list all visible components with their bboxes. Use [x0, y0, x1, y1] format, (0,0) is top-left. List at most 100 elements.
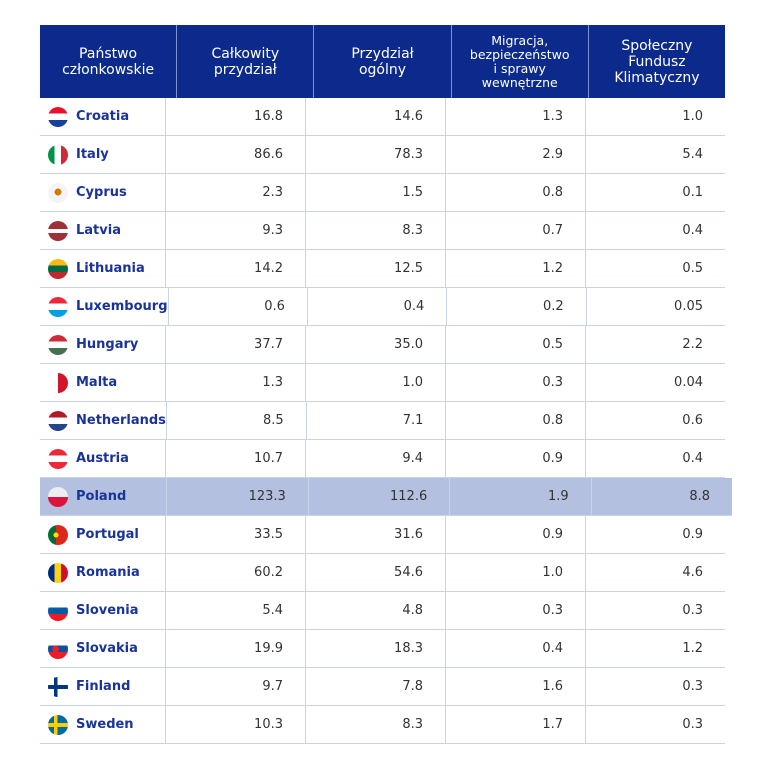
- value-cell: 86.6: [166, 136, 306, 173]
- value-cell: 1.0: [306, 364, 446, 401]
- table-row: Poland 123.3 112.6 1.9 8.8: [40, 478, 732, 516]
- value-cell: 8.3: [306, 706, 446, 743]
- value-cell: 1.0: [682, 109, 703, 124]
- value-cell: 5.4: [166, 592, 306, 629]
- portugal-flag-icon: [48, 524, 68, 545]
- table-row: Romania 60.2 54.6 1.0 4.6: [40, 554, 725, 592]
- value-cell: 1.2: [682, 641, 703, 656]
- country-name: Poland: [76, 489, 127, 504]
- value-cell: 8.8: [689, 489, 711, 504]
- value-cell: 9.4: [306, 440, 446, 477]
- country-cell: Austria: [40, 440, 166, 477]
- value-cell: 12.5: [306, 250, 446, 287]
- country-name: Italy: [76, 147, 109, 162]
- country-name: Lithuania: [76, 261, 145, 276]
- table-row: Portugal 33.5 31.6 0.9 0.9: [40, 516, 725, 554]
- finland-flag-icon: [48, 676, 68, 697]
- value-cell: 1.9: [450, 478, 592, 515]
- country-name: Austria: [76, 451, 129, 466]
- value-cell: 0.05: [674, 299, 703, 314]
- table-row: Lithuania 14.2 12.5 1.2 0.5: [40, 250, 725, 288]
- country-name: Romania: [76, 565, 140, 580]
- value-cell: 14.2: [166, 250, 306, 287]
- country-cell: Croatia: [40, 98, 166, 135]
- value-cell: 0.04: [674, 375, 703, 390]
- value-cell: 0.3: [682, 679, 703, 694]
- value-cell: 0.3: [682, 717, 703, 732]
- country-name: Cyprus: [76, 185, 127, 200]
- table-row: Sweden 10.3 8.3 1.7 0.3: [40, 706, 725, 744]
- value-cell: 8.5: [167, 402, 307, 439]
- country-cell: Poland: [40, 478, 168, 515]
- country-cell: Romania: [40, 554, 166, 591]
- value-cell: 0.4: [682, 223, 703, 238]
- value-cell: 1.0: [446, 554, 586, 591]
- italy-flag-icon: [48, 144, 68, 165]
- table-row: Netherlands 8.5 7.1 0.8 0.6: [40, 402, 725, 440]
- value-cell: 8.3: [306, 212, 446, 249]
- country-name: Latvia: [76, 223, 121, 238]
- value-cell: 0.3: [682, 603, 703, 618]
- luxembourg-flag-icon: [48, 296, 68, 317]
- country-name: Slovakia: [76, 641, 138, 656]
- table-row: Hungary 37.7 35.0 0.5 2.2: [40, 326, 725, 364]
- country-cell: Slovenia: [40, 592, 166, 629]
- allocation-table: Państwo członkowskie Całkowity przydział…: [40, 25, 732, 744]
- value-cell: 2.3: [166, 174, 306, 211]
- country-cell: Cyprus: [40, 174, 166, 211]
- value-cell: 4.6: [682, 565, 703, 580]
- table-row: Luxembourg 0.6 0.4 0.2 0.05: [40, 288, 725, 326]
- value-cell: 0.9: [446, 440, 586, 477]
- value-cell: 123.3: [167, 478, 309, 515]
- romania-flag-icon: [48, 562, 68, 583]
- value-cell: 0.6: [169, 288, 308, 325]
- value-cell: 60.2: [166, 554, 306, 591]
- country-name: Sweden: [76, 717, 134, 732]
- value-cell: 1.7: [446, 706, 586, 743]
- country-name: Luxembourg: [76, 299, 168, 314]
- header-general: Przydział ogólny: [314, 25, 452, 98]
- country-name: Slovenia: [76, 603, 139, 618]
- value-cell: 0.1: [682, 185, 703, 200]
- country-name: Finland: [76, 679, 131, 694]
- value-cell: 112.6: [309, 478, 451, 515]
- country-cell: Luxembourg: [40, 288, 169, 325]
- value-cell: 0.4: [446, 630, 586, 667]
- value-cell: 54.6: [306, 554, 446, 591]
- value-cell: 0.8: [446, 174, 586, 211]
- lithuania-flag-icon: [48, 258, 68, 279]
- value-cell: 18.3: [306, 630, 446, 667]
- value-cell: 0.8: [446, 402, 587, 439]
- table-row: Cyprus 2.3 1.5 0.8 0.1: [40, 174, 725, 212]
- value-cell: 1.2: [446, 250, 586, 287]
- value-cell: 0.4: [682, 451, 703, 466]
- netherlands-flag-icon: [48, 410, 68, 431]
- country-name: Portugal: [76, 527, 139, 542]
- country-name: Croatia: [76, 109, 130, 124]
- value-cell: 16.8: [166, 98, 306, 135]
- value-cell: 1.5: [306, 174, 446, 211]
- header-climate-fund: Społeczny Fundusz Klimatyczny: [614, 37, 700, 86]
- country-cell: Sweden: [40, 706, 166, 743]
- cyprus-flag-icon: [48, 182, 68, 203]
- table-row: Slovakia 19.9 18.3 0.4 1.2: [40, 630, 725, 668]
- croatia-flag-icon: [48, 106, 68, 127]
- value-cell: 5.4: [682, 147, 703, 162]
- value-cell: 0.9: [682, 527, 703, 542]
- value-cell: 7.8: [306, 668, 446, 705]
- table-row: Finland 9.7 7.8 1.6 0.3: [40, 668, 725, 706]
- table-row: Slovenia 5.4 4.8 0.3 0.3: [40, 592, 725, 630]
- value-cell: 7.1: [307, 402, 447, 439]
- value-cell: 31.6: [306, 516, 446, 553]
- austria-flag-icon: [48, 448, 68, 469]
- country-name: Malta: [76, 375, 118, 390]
- value-cell: 0.2: [447, 288, 587, 325]
- country-cell: Netherlands: [40, 402, 167, 439]
- value-cell: 1.3: [166, 364, 306, 401]
- slovenia-flag-icon: [48, 600, 68, 621]
- value-cell: 0.7: [446, 212, 586, 249]
- value-cell: 2.9: [446, 136, 586, 173]
- country-cell: Portugal: [40, 516, 166, 553]
- country-cell: Italy: [40, 136, 166, 173]
- value-cell: 78.3: [306, 136, 446, 173]
